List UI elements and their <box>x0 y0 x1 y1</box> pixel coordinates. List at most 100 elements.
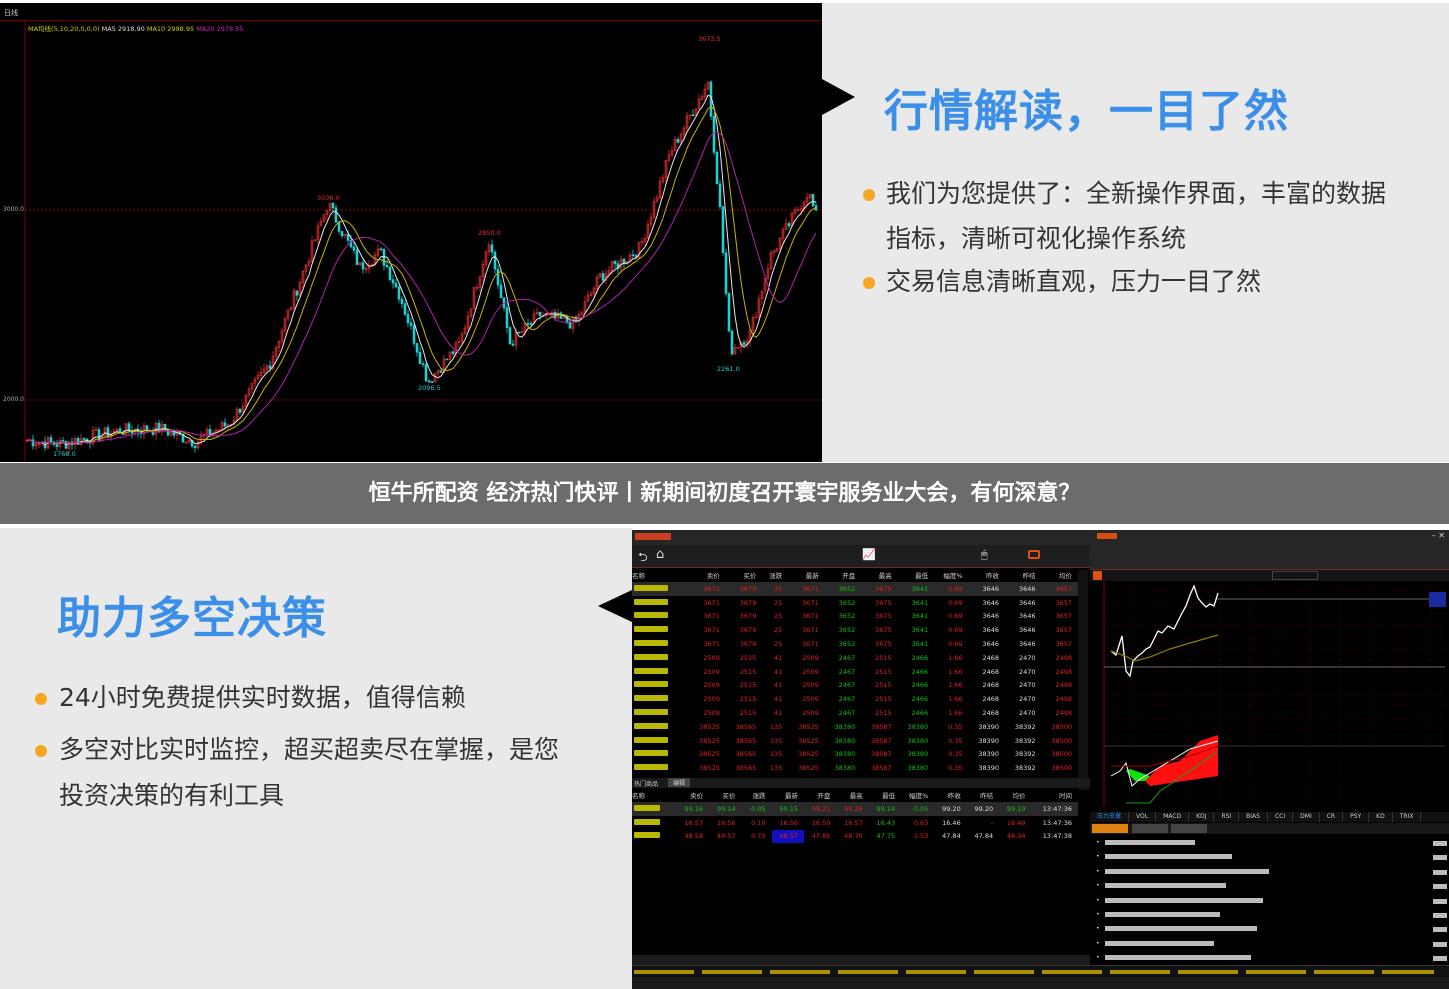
quote-scrollbar[interactable] <box>1078 570 1088 790</box>
indicator-tab[interactable]: DMI <box>1293 812 1320 822</box>
news-item[interactable]: • <box>1090 951 1449 965</box>
window-controls[interactable]: – ✕ <box>1431 531 1445 540</box>
quote-row[interactable]: 3671 3679 25 3671 3652 3675 3641 0.69 3646 3646 36… <box>632 610 1078 624</box>
column-header[interactable]: 昨结 <box>980 792 994 800</box>
column-header[interactable]: 最低 <box>882 792 896 800</box>
quote-row[interactable]: 2509 2515 41 2509 2467 2515 2466 1.66 2468 2470 24… <box>632 665 1078 679</box>
quote-row[interactable]: 3671 3679 25 3671 3652 3675 3641 0.69 3646 3646 36… <box>632 637 1078 651</box>
news-item[interactable]: • <box>1090 922 1449 936</box>
indicator-tab[interactable]: RSI <box>1214 812 1240 822</box>
quote-cell: 41 <box>774 681 783 690</box>
quote-row[interactable]: 38525 38565 135 38525 38380 38587 38380 0.35 383… <box>632 748 1078 762</box>
column-header[interactable]: 买价 <box>722 792 736 800</box>
news-item[interactable]: • <box>1090 908 1449 922</box>
hot-row[interactable]: 48.58 48.57 0.73 48.57 47.85 48.70 47.75 1.53 47… <box>632 829 1078 844</box>
indicator-tab[interactable]: MACD <box>1156 812 1190 822</box>
quote-row[interactable]: 3671 3679 25 3671 3652 3675 3641 0.69 3646 3646 36… <box>632 623 1078 637</box>
column-header[interactable]: 名称 <box>632 572 645 580</box>
toolbar[interactable]: ⮌ ⌂ 📈 🖱 <box>632 545 1090 568</box>
quote-row[interactable]: 2509 2515 41 2509 2467 2515 2466 1.66 2468 2470 24… <box>632 651 1078 665</box>
candle <box>742 342 746 346</box>
column-header[interactable]: 幅度% <box>943 572 963 580</box>
news-item[interactable]: • <box>1090 894 1449 908</box>
news-tabs[interactable] <box>1090 823 1449 834</box>
quote-cell: 3641 <box>911 640 929 649</box>
indicator-tab[interactable]: BIAS <box>1239 812 1268 822</box>
news-tab[interactable] <box>1132 824 1168 833</box>
quote-row[interactable]: 2509 2515 41 2509 2467 2515 2466 1.66 2468 2470 24… <box>632 679 1078 693</box>
menu-bar[interactable] <box>632 530 1090 545</box>
hot-tab[interactable]: 热门商品 <box>634 781 659 788</box>
candle <box>412 325 416 344</box>
edit-button[interactable]: 编辑 <box>668 778 691 787</box>
news-tab[interactable] <box>1171 824 1207 833</box>
news-ticker[interactable] <box>632 965 1449 977</box>
column-header[interactable]: 均价 <box>1059 572 1072 580</box>
column-header[interactable]: 均价 <box>1012 792 1026 800</box>
column-header[interactable]: 开盘 <box>817 792 831 800</box>
column-header[interactable]: 涨跌 <box>752 792 766 800</box>
column-header[interactable]: 昨收 <box>947 792 961 800</box>
column-header[interactable]: 名称 <box>632 792 645 800</box>
indicator-tab[interactable]: KDJ <box>1189 812 1215 822</box>
period-toolbar[interactable] <box>1090 570 1449 581</box>
quote-row[interactable]: 38525 38565 135 38525 38380 38587 38380 0.35 383… <box>632 720 1078 734</box>
news-item[interactable]: • <box>1090 850 1449 864</box>
column-header[interactable]: 最新 <box>784 792 798 800</box>
news-item[interactable]: • <box>1090 879 1449 893</box>
news-item[interactable]: • <box>1090 865 1449 879</box>
news-tab-active[interactable] <box>1092 824 1128 833</box>
indicator-tab[interactable]: PSY <box>1343 812 1370 822</box>
column-header[interactable]: 买价 <box>743 572 757 580</box>
quote-row[interactable]: 2509 2515 41 2509 2467 2515 2466 1.66 2468 2470 24… <box>632 706 1078 720</box>
screen-icon[interactable] <box>1028 550 1040 559</box>
column-header[interactable]: 昨收 <box>986 572 1000 580</box>
column-header[interactable]: 涨跌 <box>769 572 783 580</box>
kline-chart[interactable]: 日线 MA均线(5,10,20,0,0,0) MA5 2918.90 MA10 … <box>0 3 822 462</box>
column-header[interactable]: 开盘 <box>842 572 856 580</box>
quote-row[interactable]: 38525 38565 135 38525 38380 38587 38380 0.35 383… <box>632 761 1078 775</box>
column-header[interactable]: 最低 <box>915 572 929 580</box>
chart-icon[interactable]: 📈 <box>862 548 876 561</box>
quote-row[interactable]: 3671 3679 25 3671 3652 3675 3641 0.69 3646 3646 36… <box>632 582 1078 596</box>
news-headline-banner[interactable]: 恒牛所配资 经济热门快评丨新期间初度召开寰宇服务业大会，有何深意？ <box>0 463 1449 524</box>
column-header[interactable]: 最新 <box>805 572 819 580</box>
hot-cell: 99.20 <box>942 804 961 813</box>
indicator-tab[interactable]: TRIX <box>1393 812 1422 822</box>
indicator-tab[interactable]: 压力支撑 <box>1090 812 1130 822</box>
indicator-tab[interactable]: VOL <box>1129 812 1157 822</box>
news-time <box>1433 884 1447 890</box>
indicator-tab[interactable]: CCI <box>1268 812 1294 822</box>
news-item[interactable]: • <box>1090 937 1449 951</box>
candle <box>439 370 443 373</box>
candle <box>289 307 293 311</box>
column-header[interactable]: 时间 <box>1059 792 1072 800</box>
column-header[interactable]: 昨结 <box>1022 572 1036 580</box>
column-header[interactable]: 幅度% <box>909 792 929 800</box>
home-icon[interactable]: ⌂ <box>656 547 665 562</box>
quote-cell: 38587 <box>871 736 892 745</box>
symbol-selector[interactable] <box>1272 571 1318 580</box>
column-header[interactable]: 卖价 <box>690 792 704 800</box>
chart-period[interactable]: 日线 <box>4 9 18 17</box>
news-item[interactable]: • <box>1090 836 1449 850</box>
bottom-tabs[interactable] <box>632 955 1090 965</box>
indicator-tab[interactable]: KD <box>1369 812 1393 822</box>
quote-cell: 2470 <box>1018 681 1036 690</box>
column-header[interactable]: 卖价 <box>706 572 720 580</box>
hot-row[interactable]: 99.16 99.14 -0.05 99.15 99.21 99.26 99.14 -0.05… <box>632 802 1078 816</box>
quote-row[interactable]: 2509 2515 41 2509 2467 2515 2466 1.66 2468 2470 24… <box>632 692 1078 706</box>
hot-cell: 48.70 <box>844 832 863 841</box>
mouse-icon[interactable]: 🖱 <box>981 548 988 561</box>
back-icon[interactable]: ⮌ <box>638 550 648 564</box>
quote-row[interactable]: 3671 3679 25 3671 3652 3675 3641 0.69 3646 3646 36… <box>632 596 1078 610</box>
column-header[interactable]: 最高 <box>849 792 863 800</box>
hot-row[interactable]: 16.57 16.56 0.10 16.56 16.50 16.57 16.43 0.63 16… <box>632 816 1078 830</box>
quote-cell: 1.66 <box>948 695 963 704</box>
indicator-tab[interactable]: CR <box>1320 812 1344 822</box>
column-header[interactable]: 最高 <box>878 572 892 580</box>
candle <box>493 251 497 270</box>
quote-row[interactable]: 38525 38565 135 38525 38380 38587 38380 0.35 383… <box>632 734 1078 748</box>
period-active[interactable] <box>1093 571 1102 580</box>
candle <box>64 441 68 449</box>
